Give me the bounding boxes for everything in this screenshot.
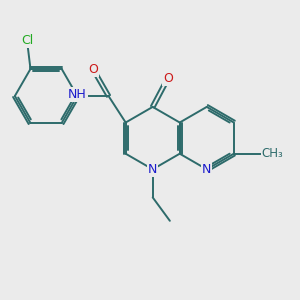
Text: O: O bbox=[163, 72, 173, 85]
Text: Cl: Cl bbox=[21, 34, 34, 47]
Text: N: N bbox=[202, 163, 212, 176]
Text: NH: NH bbox=[68, 88, 87, 101]
Text: N: N bbox=[148, 163, 158, 176]
Text: CH₃: CH₃ bbox=[262, 147, 283, 160]
Text: O: O bbox=[88, 63, 98, 76]
